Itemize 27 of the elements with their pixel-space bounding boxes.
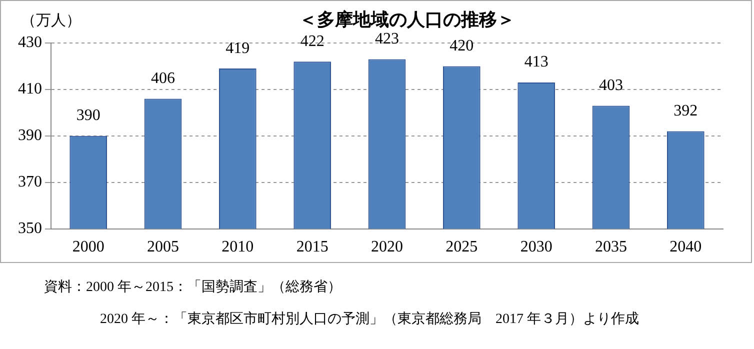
data-label: 419 [226,40,250,57]
data-label: 403 [599,76,623,94]
y-tick-label: 410 [18,80,42,98]
data-label: 413 [524,54,548,71]
x-tick-label: 2035 [595,238,627,256]
data-label: 422 [300,32,324,50]
text: 資料：2000 年～2015：「国勢調査」（総務省） [44,278,342,297]
x-tick-label: 2000 [72,238,104,256]
y-axis-title: （万人） [21,12,81,29]
y-tick-label: 430 [18,34,42,52]
data-label: 420 [450,37,474,54]
x-tick-label: 2030 [520,238,552,256]
data-label: 390 [76,107,100,124]
x-tick-label: 2010 [222,238,254,256]
x-tick-label: 2025 [446,238,478,256]
x-tick-label: 2040 [670,238,702,256]
y-tick-label: 390 [18,127,42,144]
x-tick-label: 2015 [296,238,328,256]
y-tick-label: 350 [18,220,42,238]
y-tick-label: 370 [18,174,42,191]
data-label: 406 [151,70,175,87]
data-label: 392 [674,102,698,120]
x-tick-label: 2005 [147,238,179,256]
chart-title: ＜多摩地域の人口の推移＞ [299,10,515,31]
data-label: 423 [375,30,399,48]
x-tick-label: 2020 [371,238,403,256]
text: 2020 年～：「東京都区市町村別人口の予測」（東京都総務局 2017 年３月）より作成 [100,310,640,329]
